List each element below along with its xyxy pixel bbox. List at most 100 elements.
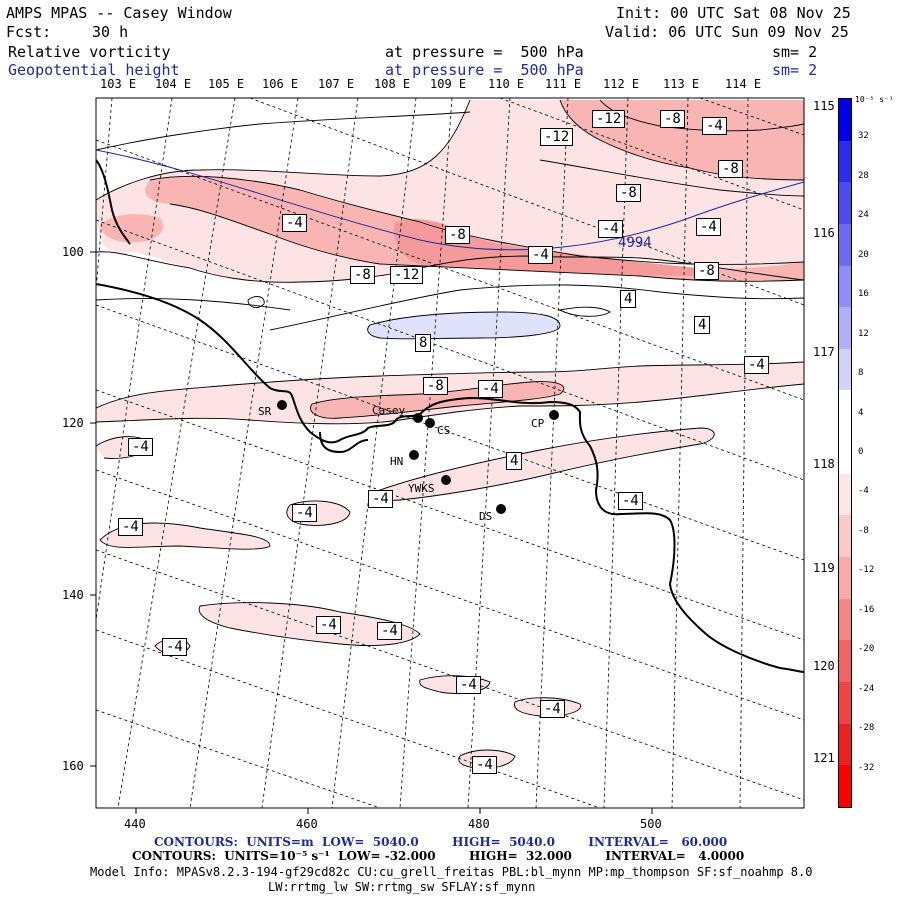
vorticity-band-north-core [145,176,804,282]
footer-model-info: Model Info: MPASv8.2.3-194-gf29cd82c CU:… [90,865,813,879]
lon-label: 106 E [262,77,299,91]
x-tick-label: 480 [468,817,490,831]
colorbar-label: 16 [858,289,869,300]
footer-model-info-2: LW:rrtmg_lw SW:rrtmg_sw SFLAY:sf_mynn [268,880,536,894]
lon-label: 110 E [488,77,525,91]
coastline [96,159,804,673]
field2-pressure: at pressure = 500 hPa [385,61,584,79]
station-dot-casey[interactable] [413,413,423,423]
colorbar-label: -12 [858,565,875,576]
colorbar-label: 24 [858,210,869,221]
map-plot-area [96,98,804,808]
colorbar-units: 10⁻⁵ s⁻¹ [855,95,894,104]
station-markers [277,400,559,514]
vorticity-blob-1 [100,523,270,550]
colorbar-swatch [839,223,851,266]
valid-time: Valid: 06 UTC Sun 09 Nov 25 [605,23,849,41]
vorticity-contours [96,99,804,769]
field2-name: Geopotential height [8,61,180,79]
lon-label: 113 E [663,77,700,91]
colorbar-swatch [839,557,851,599]
x-tick-label: 440 [124,817,146,831]
lon-label: 111 E [545,77,582,91]
colorbar-swatch [839,723,851,766]
y-tick-label: 120 [62,416,84,430]
colorbar-label: -32 [858,762,875,773]
lon-label: 109 E [430,77,467,91]
field1-name: Relative vorticity [8,43,171,61]
map-frame [95,97,805,809]
colorbar-swatch [839,515,851,558]
colorbar-label: 8 [858,368,864,379]
colorbar-swatch [839,182,851,224]
lon-label: 104 E [155,77,192,91]
y-tick-label: 100 [62,245,84,259]
station-dot-sr[interactable] [277,400,287,410]
station-label-cs: CS [437,424,451,437]
vorticity-band-north-peak [394,219,720,276]
forecast-hours: 30 h [92,23,129,41]
lon-label: 103 E [100,77,137,91]
station-label-ywks: YWKS [408,482,435,495]
colorbar-label: 12 [858,328,869,339]
colorbar-label: -4 [858,486,869,497]
colorbar-swatch [839,140,851,183]
vorticity-blob-3 [199,602,420,646]
field1-smoothing: sm= 2 [772,43,818,61]
colorbar-swatch [839,598,851,641]
y-ticks [90,251,653,814]
vorticity-band-interior [377,428,715,501]
colorbar-swatches [839,99,851,807]
colorbar-label: -16 [858,604,875,615]
forecast-label: Fcst: [6,23,52,41]
colorbar-swatch [839,640,851,682]
vorticity-blob-8 [96,436,150,459]
geopotential-height-contour [96,149,804,251]
station-dot-cp[interactable] [549,410,559,420]
station-label-hn: HN [390,455,404,468]
field2-smoothing: sm= 2 [772,61,818,79]
x-tick-label: 460 [296,817,318,831]
colorbar-label: 28 [858,170,869,181]
colorbar [838,98,852,808]
colorbar-swatch [839,390,851,433]
station-dot-hn[interactable] [409,450,419,460]
station-dot-ds[interactable] [496,504,506,514]
colorbar-label: -20 [858,644,875,655]
colorbar-swatch [839,348,851,391]
plot-title: AMPS MPAS -- Casey Window [6,4,232,22]
vorticity-positive-blue [367,312,560,339]
y-tick-label: 140 [62,588,84,602]
colorbar-swatch [839,765,851,807]
y-tick-label: 160 [62,759,84,773]
station-label-ds: DS [479,510,493,523]
colorbar-label: 4 [858,407,864,418]
field1-pressure: at pressure = 500 hPa [385,43,584,61]
colorbar-swatch [839,473,851,516]
station-dot-ywks[interactable] [441,475,451,485]
lon-label: 114 E [725,77,762,91]
lon-label: 105 E [208,77,245,91]
colorbar-swatch [839,432,851,474]
colorbar-label: -24 [858,683,875,694]
colorbar-swatch [839,99,851,141]
lon-label: 108 E [374,77,411,91]
station-label-sr: SR [258,405,272,418]
station-label-cp: CP [531,417,545,430]
colorbar-label: -28 [858,723,875,734]
station-dot-cs[interactable] [425,418,435,428]
colorbar-label: 32 [858,131,869,142]
lon-label: 112 E [603,77,640,91]
colorbar-swatch [839,265,851,308]
geopotential-height-label: 4994 [618,235,652,251]
colorbar-swatch [839,307,851,349]
colorbar-label: -8 [858,525,869,536]
x-tick-label: 500 [640,817,662,831]
init-time: Init: 00 UTC Sat 08 Nov 25 [616,4,851,22]
colorbar-label: 20 [858,249,869,260]
station-label-casey: Casey [372,404,406,417]
footer-vorticity-contours: CONTOURS: UNITS=10⁻⁵ s⁻¹ LOW= -32.000 HI… [132,849,745,863]
footer-height-contours: CONTOURS: UNITS=m LOW= 5040.0 HIGH= 5040… [154,835,728,849]
colorbar-label: 0 [858,447,864,457]
